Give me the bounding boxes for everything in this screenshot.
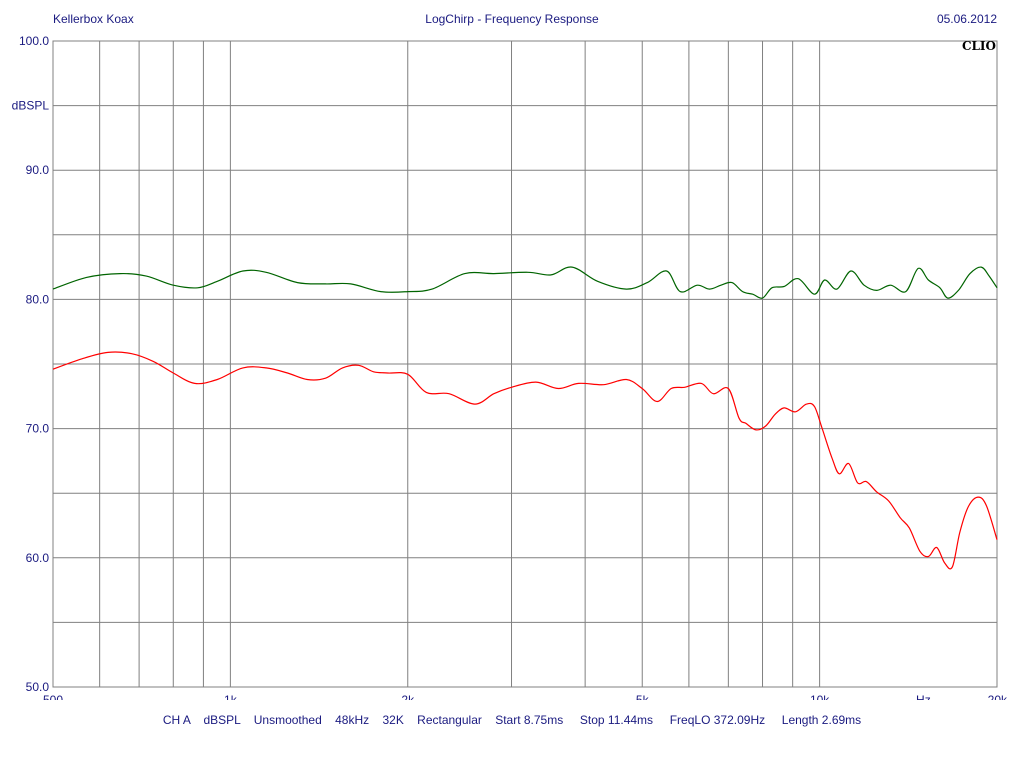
measurement-info: CH A dBSPL Unsmoothed 48kHz 32K Rectangu… (162, 713, 862, 727)
x-tick-label: 2k (401, 693, 415, 700)
chart-title: LogChirp - Frequency Response (425, 12, 599, 26)
plot-frame (52, 40, 998, 688)
x-axis-label: Hz (916, 693, 931, 700)
frequency-response-chart: 50.0 60.0 70.0 80.0 90.0 100.0 500 1k 2k 5k 10k 20k… (12, 34, 1008, 700)
chart-date: 05.06.2012 (936, 12, 997, 26)
x-tick-label: 10k (810, 693, 830, 700)
clio-logo: CLIO (962, 39, 996, 53)
green-response-curve (52, 266, 998, 299)
y-tick-label: 100.0 (19, 34, 49, 48)
y-tick-label: 60.0 (26, 551, 50, 565)
red-response-curve (52, 351, 998, 570)
axis-labels: 50.0 60.0 70.0 80.0 90.0 100.0 500 1k 2k 5k 10k 20k… (12, 34, 1008, 700)
y-tick-label: 50.0 (26, 680, 50, 694)
series-layer (52, 266, 998, 570)
x-tick-label: 1k (224, 693, 238, 700)
y-axis-label: dBSPL (12, 99, 50, 113)
y-tick-label: 80.0 (26, 292, 50, 306)
x-tick-label: 5k (636, 693, 650, 700)
major-gridlines (99, 41, 821, 687)
x-tick-label: 500 (43, 693, 63, 700)
x-tick-label: 20k (988, 693, 1008, 700)
y-tick-label: 90.0 (26, 163, 50, 177)
y-tick-label: 70.0 (26, 422, 50, 436)
minor-gridlines (53, 105, 997, 623)
chart-header-left: Kellerbox Koax (53, 12, 134, 26)
